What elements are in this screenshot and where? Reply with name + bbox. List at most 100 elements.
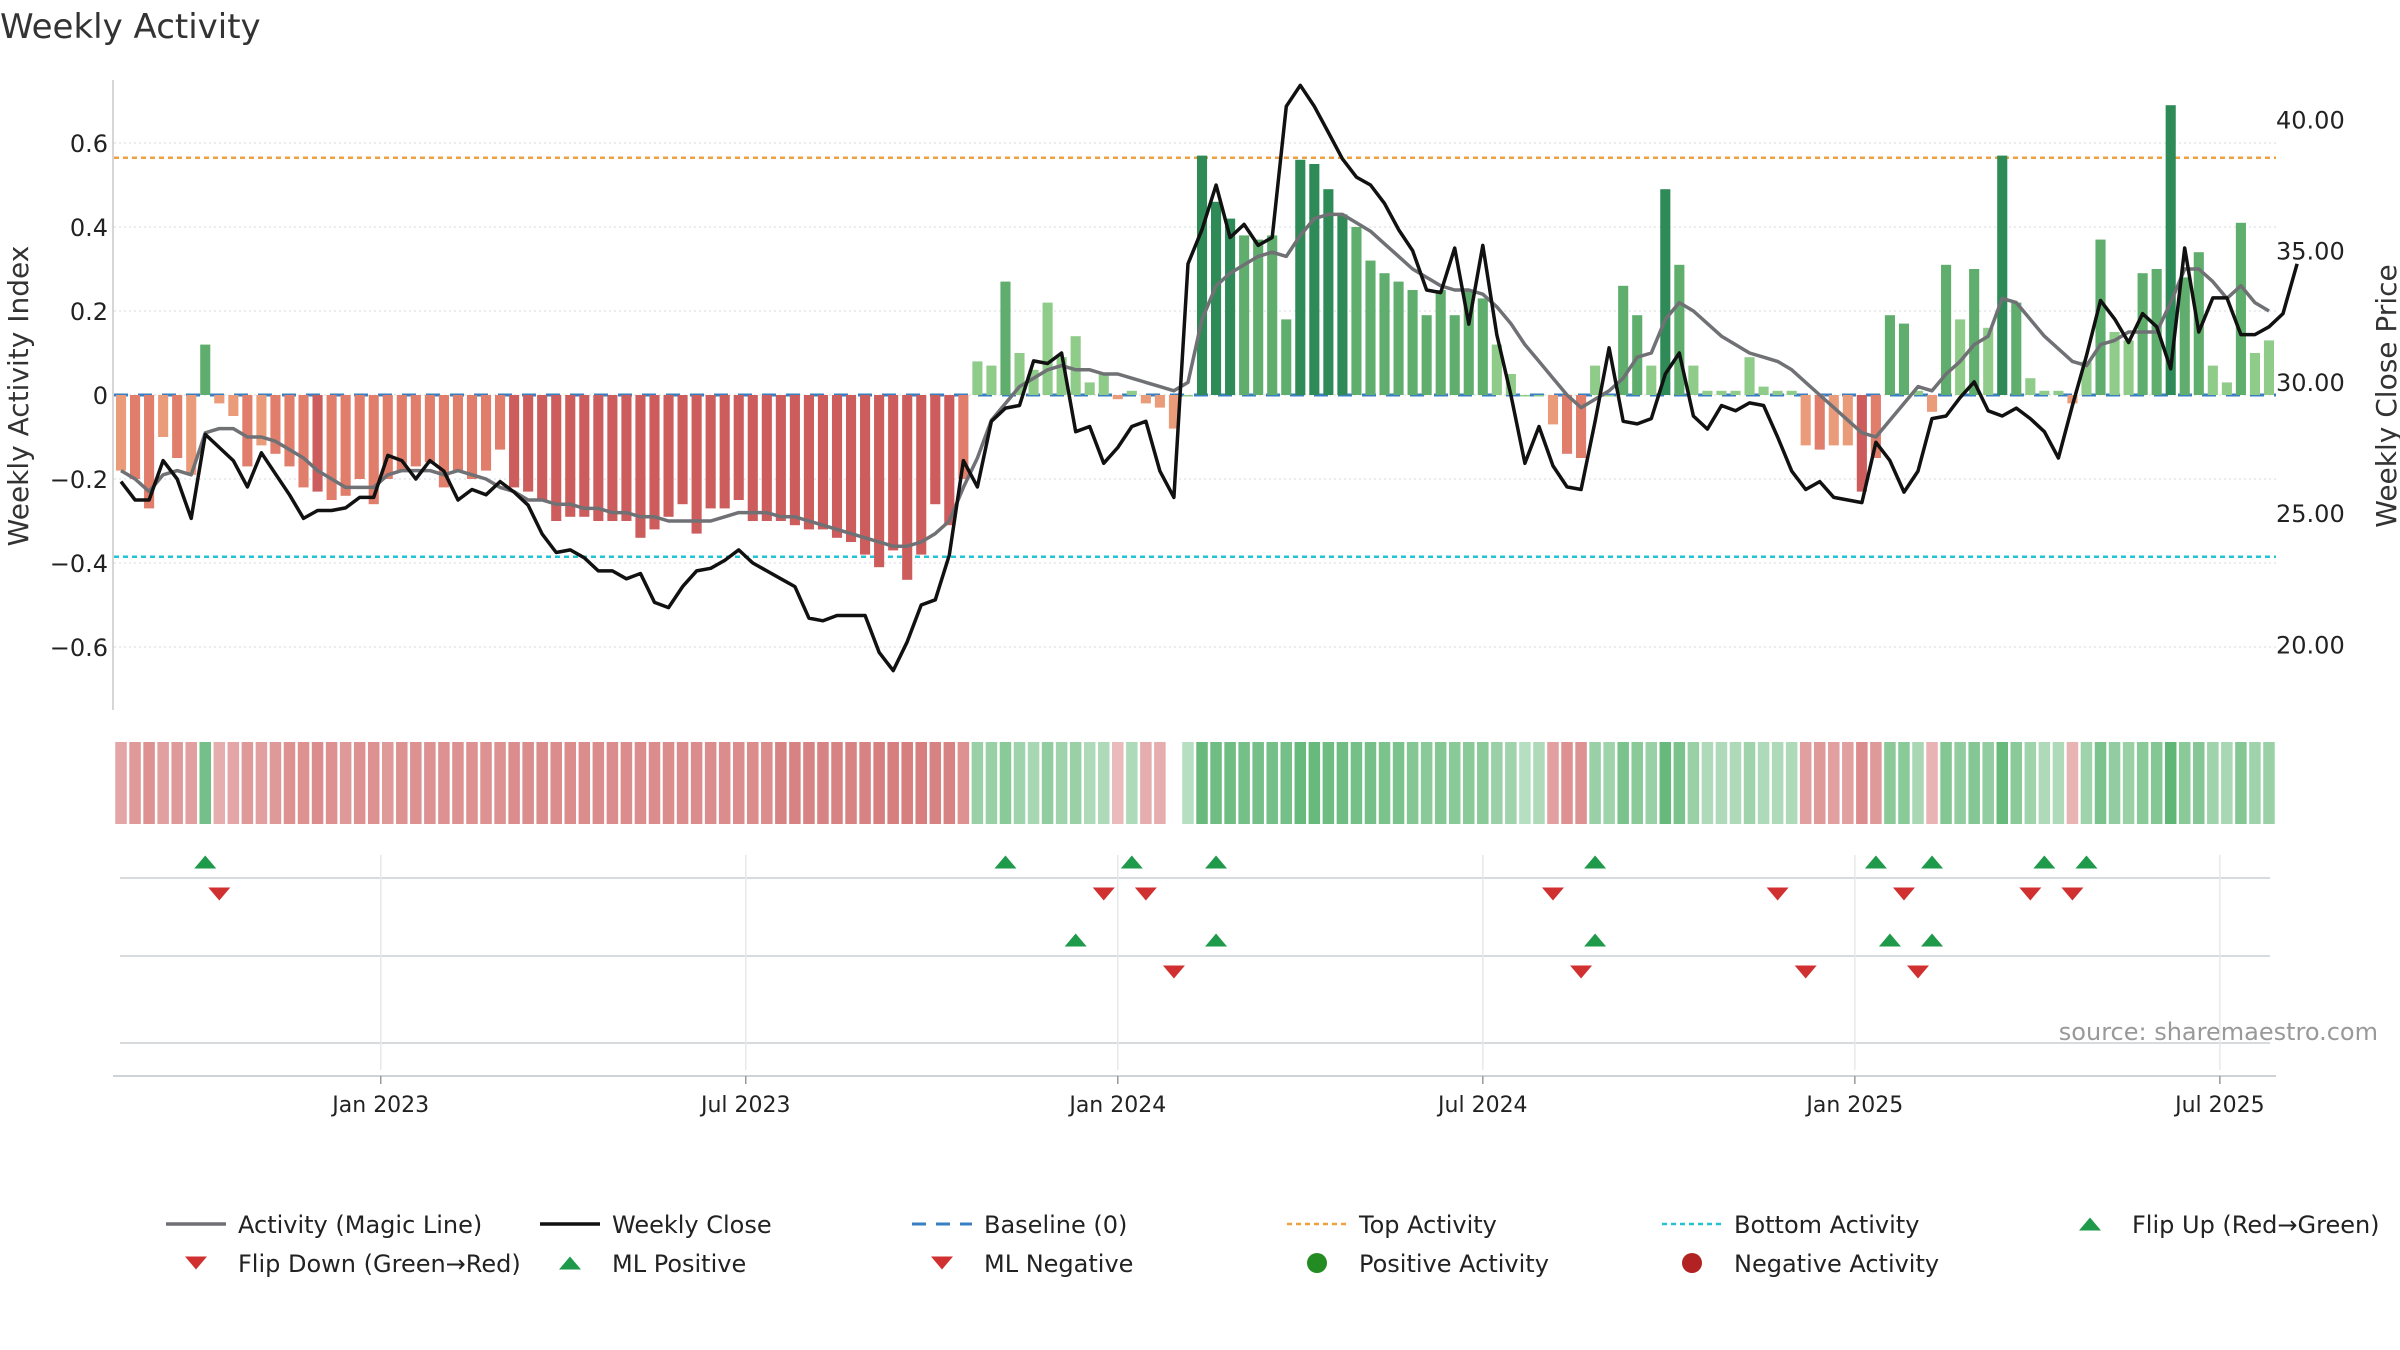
ml-negative-marker [1794, 965, 1817, 979]
activity-bar [1477, 298, 1488, 395]
activity-bar [1828, 395, 1839, 446]
activity-bar [1225, 218, 1236, 395]
y-ticks: 0.6 0.4 0.2 0 −0.2 −0.4 −0.6 40.00 35.00 30.00 25.… [50, 106, 2345, 662]
legend-swatch [2079, 1217, 2101, 1231]
y-tick-label: 0 [93, 382, 108, 410]
activity-bar [986, 365, 997, 395]
activity-bar [1365, 260, 1376, 395]
activity-bar [1449, 315, 1460, 395]
activity-bar [1730, 390, 1741, 395]
heat-cell [1308, 742, 1321, 824]
heat-cell [522, 742, 534, 824]
activity-bar [1056, 357, 1067, 395]
activity-bar [115, 395, 127, 471]
activity-bar [1898, 323, 1910, 395]
heat-cell [1392, 742, 1405, 824]
activity-bar [2123, 340, 2134, 395]
activity-bar [1744, 357, 1755, 395]
activity-bar [1435, 290, 1446, 395]
heat-cell [353, 742, 366, 824]
activity-bar [733, 395, 744, 500]
activity-bar [2179, 277, 2190, 395]
heat-cell [915, 742, 927, 824]
heat-cell [1954, 742, 1966, 824]
heat-cell [2066, 742, 2079, 824]
activity-bar [2207, 365, 2218, 395]
heat-cell [1603, 742, 1615, 824]
activity-bar [649, 395, 660, 530]
heat-cell [676, 742, 689, 824]
activity-bar [312, 395, 323, 492]
heat-cell [1252, 742, 1264, 824]
activity-bar [2249, 353, 2260, 395]
legend-swatch [931, 1256, 953, 1270]
legend-label: Bottom Activity [1734, 1211, 1919, 1239]
heat-cell [2010, 742, 2023, 824]
activity-bar [902, 395, 913, 580]
x-tick-label: Jan 2024 [1067, 1093, 1166, 1118]
activity-bar [410, 395, 421, 467]
heat-cell [1505, 742, 1517, 824]
flip-down-marker [1541, 887, 1564, 901]
heat-cell [241, 742, 254, 824]
activity-bar [340, 395, 351, 496]
activity-bar [2025, 378, 2036, 395]
heat-cell [1182, 742, 1194, 824]
heat-cell [1799, 742, 1812, 824]
heat-cell [1940, 742, 1952, 824]
heat-cell [1828, 742, 1840, 824]
heat-cell [1069, 742, 1082, 824]
heat-cell [1982, 742, 1994, 824]
heat-cell [2094, 742, 2107, 824]
activity-bar [705, 395, 716, 509]
heat-cell [606, 742, 619, 824]
heat-cell [873, 742, 885, 824]
activity-bar [1646, 365, 1657, 395]
y-axis-label-right: Weekly Close Price [2370, 264, 2400, 527]
heat-cell [1140, 742, 1152, 824]
heat-cell [1350, 742, 1363, 824]
heat-cell [129, 742, 141, 824]
activity-bar [1997, 155, 2008, 395]
ml-negative-marker [1570, 965, 1593, 979]
heat-cell [438, 742, 450, 824]
activity-bar [186, 395, 197, 475]
heat-cell [2193, 742, 2205, 824]
legend-label: Negative Activity [1734, 1250, 1939, 1278]
heat-cell [115, 742, 127, 824]
flip-down-marker [208, 887, 231, 901]
activity-bar [1323, 189, 1334, 395]
heat-cell [1673, 742, 1686, 824]
activity-bar [789, 395, 800, 526]
weekly-close-line [119, 83, 2299, 673]
heat-cell [1926, 742, 1938, 824]
heat-cell [831, 742, 843, 824]
flip-down-marker [2061, 887, 2084, 901]
heat-cell [1448, 742, 1461, 824]
y-tick-label: 0.2 [70, 298, 108, 326]
chart-title: Weekly Activity [0, 7, 261, 47]
heat-cell [1715, 742, 1728, 824]
activity-bar [1098, 374, 1109, 395]
activity-bar [1519, 395, 1530, 397]
activity-heat-strip [115, 742, 2275, 824]
heat-cell [1013, 742, 1026, 824]
activity-bar [1239, 235, 1250, 395]
activity-bar [1772, 390, 1783, 395]
activity-bar [2109, 332, 2120, 395]
heat-cell [1280, 742, 1293, 824]
activity-bar [775, 395, 786, 521]
activity-bar [1969, 269, 1980, 395]
legend-label: Baseline (0) [984, 1211, 1127, 1239]
activity-bar [326, 395, 337, 500]
activity-bar [2221, 382, 2232, 395]
activity-bar [663, 395, 674, 517]
heat-cell [1757, 742, 1770, 824]
heat-cell [367, 742, 380, 824]
ml-positive-marker [1205, 933, 1228, 947]
heat-cell [1434, 742, 1447, 824]
activity-bar [452, 395, 464, 471]
heat-cell [732, 742, 745, 824]
heat-cell [1856, 742, 1868, 824]
heat-cell [578, 742, 591, 824]
